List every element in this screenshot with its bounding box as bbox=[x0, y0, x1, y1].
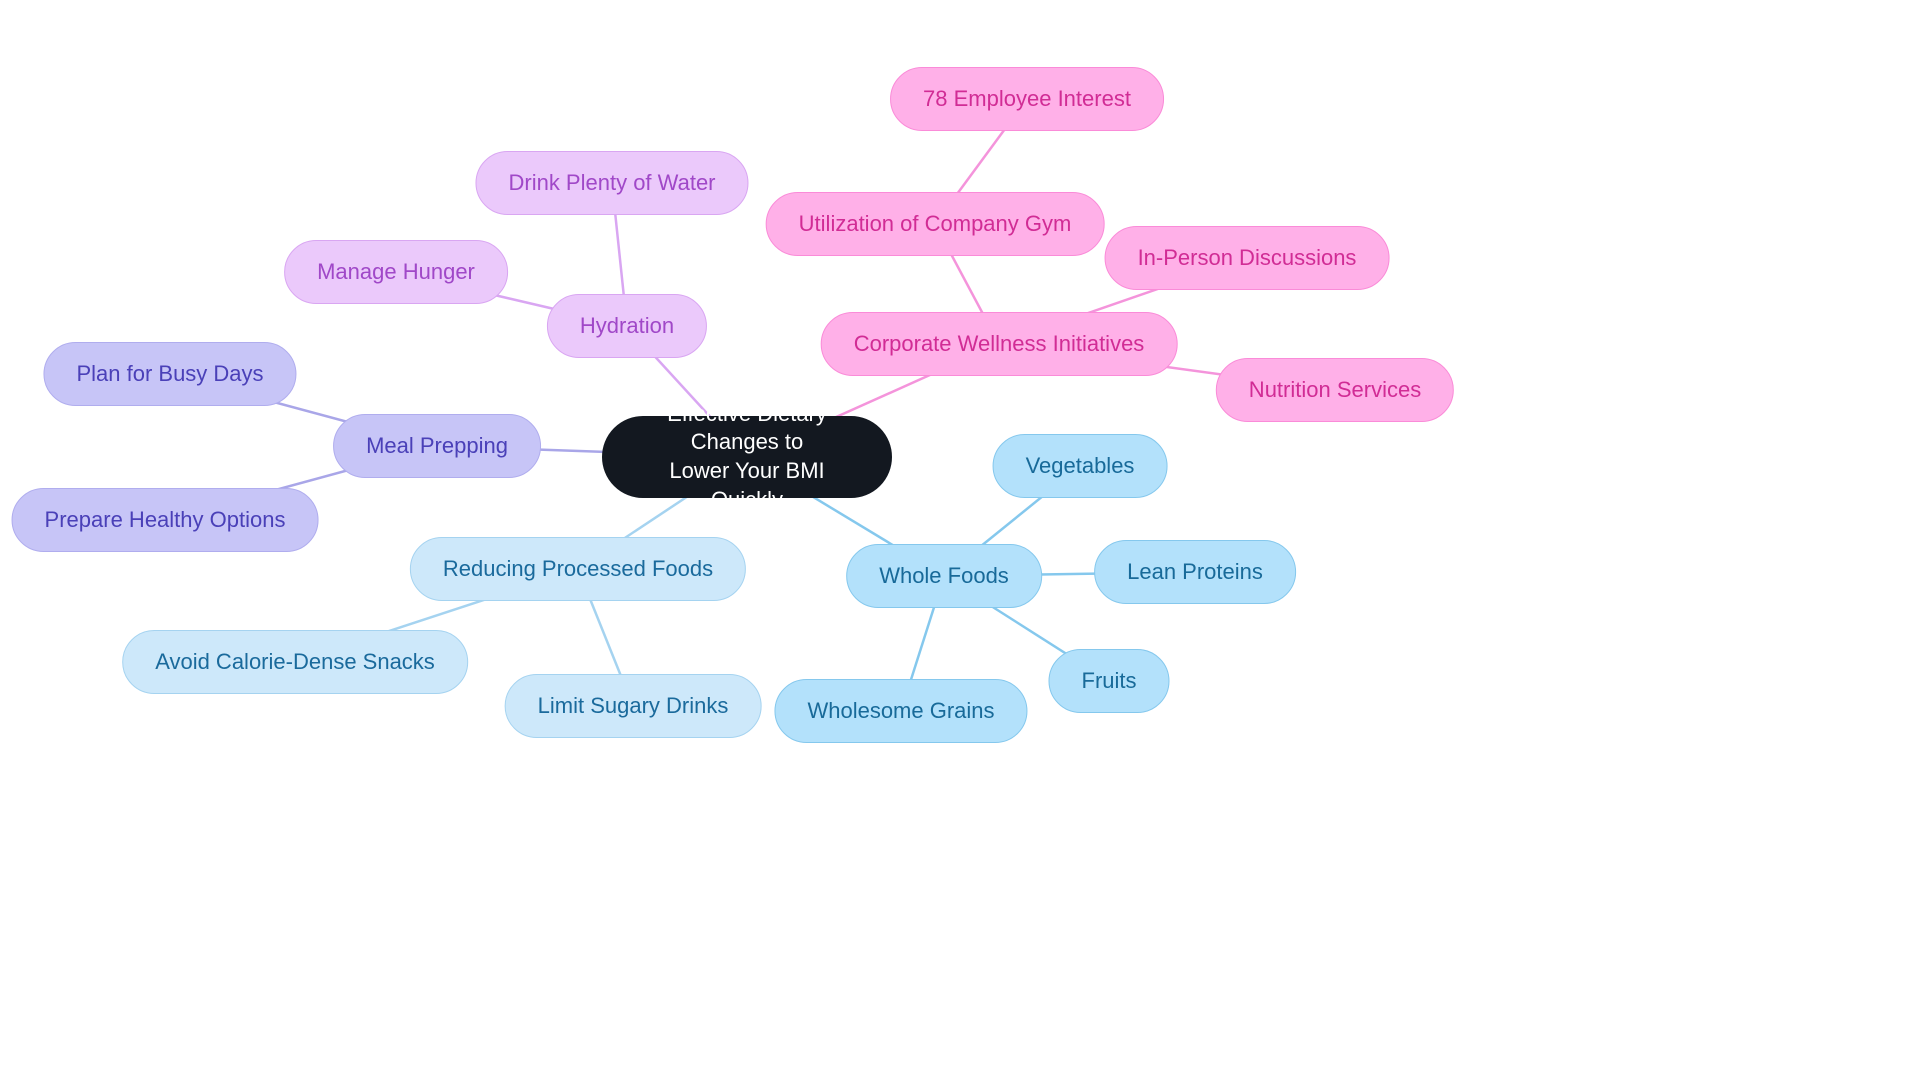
center-node: Effective Dietary Changes toLower Your B… bbox=[602, 416, 892, 498]
blue-child-1: Lean Proteins bbox=[1094, 540, 1296, 604]
purple-hub: Hydration bbox=[547, 294, 707, 358]
pink-child-3: Nutrition Services bbox=[1216, 358, 1454, 422]
lavender-hub: Meal Prepping bbox=[333, 414, 541, 478]
lightblue-child-1: Limit Sugary Drinks bbox=[505, 674, 762, 738]
blue-child-0: Vegetables bbox=[993, 434, 1168, 498]
lightblue-hub: Reducing Processed Foods bbox=[410, 537, 746, 601]
pink-child-2: In-Person Discussions bbox=[1105, 226, 1390, 290]
lavender-child-1: Prepare Healthy Options bbox=[12, 488, 319, 552]
blue-hub: Whole Foods bbox=[846, 544, 1042, 608]
purple-child-0: Drink Plenty of Water bbox=[475, 151, 748, 215]
pink-child-1: 78 Employee Interest bbox=[890, 67, 1164, 131]
lightblue-child-0: Avoid Calorie-Dense Snacks bbox=[122, 630, 468, 694]
blue-child-2: Fruits bbox=[1049, 649, 1170, 713]
lavender-child-0: Plan for Busy Days bbox=[43, 342, 296, 406]
pink-hub: Corporate Wellness Initiatives bbox=[821, 312, 1178, 376]
blue-child-3: Wholesome Grains bbox=[774, 679, 1027, 743]
pink-child-0: Utilization of Company Gym bbox=[766, 192, 1105, 256]
mindmap-canvas: Corporate Wellness Initiatives Utilizatio… bbox=[0, 0, 1920, 1083]
purple-child-1: Manage Hunger bbox=[284, 240, 508, 304]
